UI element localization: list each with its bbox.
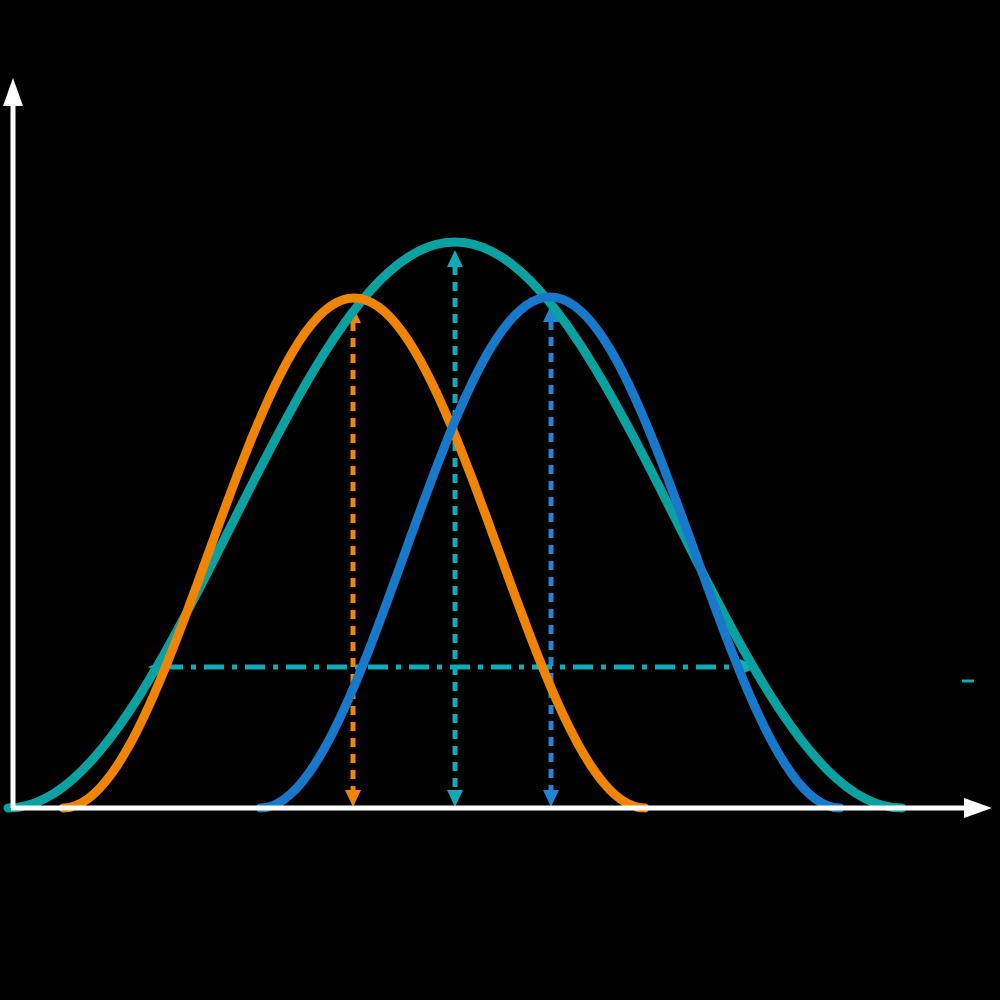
left-distribution-curve [58, 293, 650, 813]
right-distribution-curve [255, 292, 845, 813]
distribution-curves [3, 237, 907, 813]
combined-distribution-curve [3, 237, 907, 813]
right-peak-height-arrow-up-arrowhead-icon [543, 305, 559, 322]
x-axis-arrowhead-icon [964, 798, 992, 818]
axes [3, 78, 992, 818]
right-peak-height-arrow-down-arrowhead-icon [543, 790, 559, 807]
combined-peak-height-arrow-up-arrowhead-icon [447, 250, 463, 267]
annotation-arrows [148, 250, 974, 807]
y-axis-arrowhead-icon [3, 78, 23, 106]
left-peak-height-arrow-down-arrowhead-icon [345, 790, 361, 807]
combined-peak-height-arrow-down-arrowhead-icon [447, 790, 463, 807]
